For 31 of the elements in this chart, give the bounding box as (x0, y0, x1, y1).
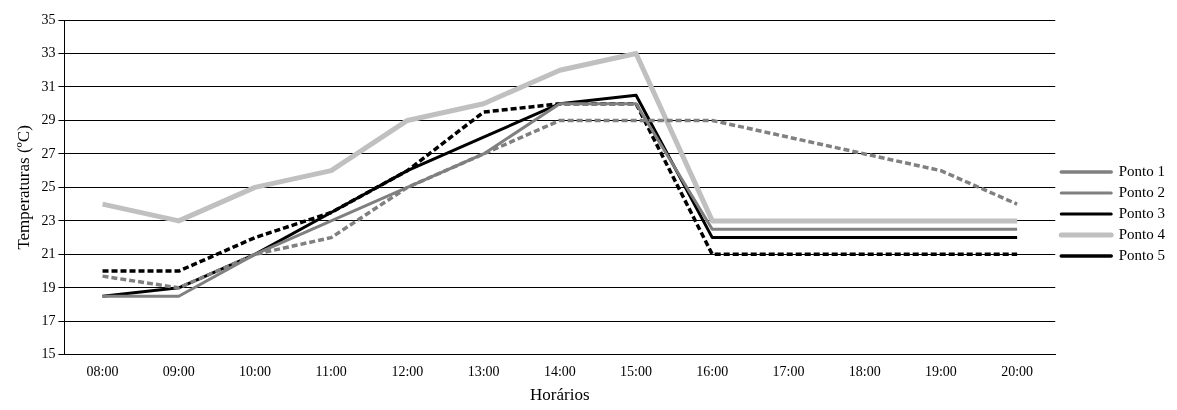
y-tick-label: 17 (41, 312, 56, 328)
y-tick-label: 23 (41, 212, 56, 228)
x-tick-label: 14:00 (543, 363, 576, 379)
legend-label: Ponto 1 (1118, 162, 1166, 179)
y-tick-label: 25 (41, 179, 56, 195)
x-tick-label: 09:00 (162, 363, 195, 379)
y-tick-label: 19 (41, 279, 56, 295)
x-tick-label: 16:00 (696, 363, 729, 379)
y-tick-label: 35 (41, 11, 56, 27)
x-axis-title: Horários (530, 385, 590, 405)
x-tick-label: 11:00 (315, 363, 347, 379)
y-tick-label: 31 (41, 78, 56, 94)
legend-label: Ponto 4 (1118, 225, 1166, 242)
x-tick-label: 12:00 (391, 363, 424, 379)
x-tick-label: 20:00 (1001, 363, 1034, 379)
x-tick-label: 10:00 (239, 363, 271, 379)
x-tick-label: 17:00 (772, 363, 805, 379)
x-tick-label: 08:00 (86, 363, 119, 379)
legend-label: Ponto 5 (1118, 246, 1166, 263)
y-tick-label: 21 (41, 246, 56, 262)
y-axis-title: Temperaturas (ºC) (13, 125, 33, 250)
y-tick-label: 29 (41, 112, 56, 128)
y-tick-label: 33 (41, 45, 56, 61)
legend-label: Ponto 2 (1118, 183, 1166, 200)
y-tick-label: 27 (41, 145, 56, 161)
x-tick-label: 18:00 (848, 363, 881, 379)
y-tick-label: 15 (41, 346, 56, 362)
legend-label: Ponto 3 (1118, 204, 1166, 221)
x-tick-label: 13:00 (467, 363, 500, 379)
x-tick-label: 19:00 (924, 363, 957, 379)
x-tick-label: 15:00 (620, 363, 652, 379)
